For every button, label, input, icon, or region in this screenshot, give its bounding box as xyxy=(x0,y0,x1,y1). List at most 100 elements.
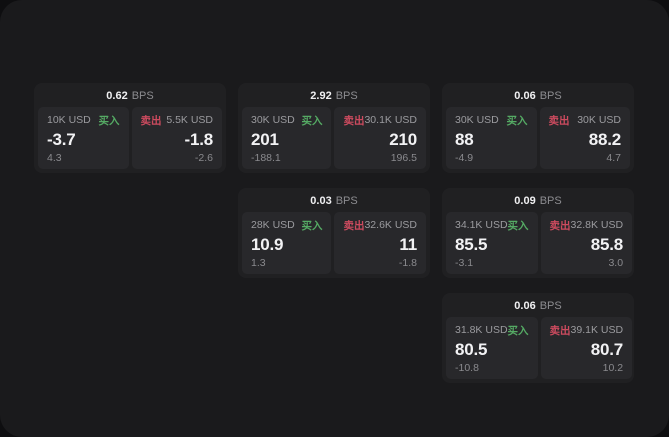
sell-panel[interactable]: 卖出 32.6K USD 11 -1.8 xyxy=(334,212,426,274)
spread-unit-label: BPS xyxy=(335,195,358,207)
spread-value: 2.92 xyxy=(310,90,332,102)
sell-change-value: 3.0 xyxy=(608,257,624,269)
quote-card: 0.09 BPS 34.1K USD 买入 85.5 -3.1 卖出 32.8K … xyxy=(442,188,634,278)
sell-price-value: -1.8 xyxy=(184,130,214,149)
spread-unit-label: BPS xyxy=(539,300,562,312)
quote-body: 30K USD 买入 201 -188.1 卖出 30.1K USD 210 1… xyxy=(242,107,426,169)
buy-panel[interactable]: 28K USD 买入 10.9 1.3 xyxy=(242,212,332,274)
buy-price-value: 10.9 xyxy=(251,235,284,254)
sell-side-label: 卖出 xyxy=(549,324,571,337)
buy-price-value: -3.7 xyxy=(47,130,76,149)
buy-panel[interactable]: 30K USD 买入 88 -4.9 xyxy=(446,107,537,169)
spread-header: 0.09 BPS xyxy=(446,193,630,209)
spread-value: 0.09 xyxy=(514,195,536,207)
sell-change-value: 196.5 xyxy=(390,152,417,164)
sell-side-label: 卖出 xyxy=(548,114,570,127)
sell-side-label: 卖出 xyxy=(549,219,571,232)
buy-side-label: 买入 xyxy=(507,219,529,232)
quote-card: 0.03 BPS 28K USD 买入 10.9 1.3 卖出 32.6K USD… xyxy=(238,188,430,278)
sell-top-row: 卖出 32.6K USD xyxy=(343,218,417,232)
sell-top-row: 卖出 5.5K USD xyxy=(141,113,214,127)
buy-panel[interactable]: 31.8K USD 买入 80.5 -10.8 xyxy=(446,317,538,379)
sell-change-value: 4.7 xyxy=(606,152,621,164)
sell-change-value: -1.8 xyxy=(398,257,417,269)
sell-price-value: 88.2 xyxy=(588,130,621,149)
buy-side-label: 买入 xyxy=(507,324,529,337)
spread-unit-label: BPS xyxy=(335,90,358,102)
quote-body: 31.8K USD 买入 80.5 -10.8 卖出 39.1K USD 80.… xyxy=(446,317,633,379)
buy-side-label: 买入 xyxy=(301,219,323,232)
buy-change-value: 4.3 xyxy=(47,152,62,164)
buy-side-label: 买入 xyxy=(506,114,528,127)
sell-side-label: 卖出 xyxy=(140,114,162,127)
spread-value: 0.06 xyxy=(514,90,536,102)
quote-body: 10K USD 买入 -3.7 4.3 卖出 5.5K USD -1.8 -2.… xyxy=(38,107,222,169)
sell-size-label: 30.1K USD xyxy=(364,114,417,126)
buy-top-row: 10K USD 买入 xyxy=(47,113,120,127)
quotes-grid: 0.62 BPS 10K USD 买入 -3.7 4.3 卖出 5.5K USD … xyxy=(34,83,634,383)
buy-change-value: -4.9 xyxy=(455,152,474,164)
sell-panel[interactable]: 卖出 30K USD 88.2 4.7 xyxy=(539,107,630,169)
quote-body: 30K USD 买入 88 -4.9 卖出 30K USD 88.2 4.7 xyxy=(446,107,630,169)
buy-size-label: 28K USD xyxy=(251,219,295,231)
sell-top-row: 卖出 30K USD xyxy=(549,113,622,127)
sell-price-value: 80.7 xyxy=(590,340,624,359)
quote-card: 0.06 BPS 31.8K USD 买入 80.5 -10.8 卖出 39.1K… xyxy=(442,293,634,383)
sell-size-label: 32.8K USD xyxy=(570,219,624,231)
sell-panel[interactable]: 卖出 32.8K USD 85.8 3.0 xyxy=(540,212,633,274)
sell-size-label: 30K USD xyxy=(577,114,621,126)
quote-card: 2.92 BPS 30K USD 买入 201 -188.1 卖出 30.1K U… xyxy=(238,83,430,173)
sell-size-label: 39.1K USD xyxy=(570,324,624,336)
sell-panel[interactable]: 卖出 30.1K USD 210 196.5 xyxy=(334,107,426,169)
quote-body: 34.1K USD 买入 85.5 -3.1 卖出 32.8K USD 85.8… xyxy=(446,212,633,274)
sell-size-label: 32.6K USD xyxy=(364,219,417,231)
buy-size-label: 30K USD xyxy=(251,114,295,126)
buy-panel[interactable]: 10K USD 买入 -3.7 4.3 xyxy=(38,107,129,169)
buy-price-value: 85.5 xyxy=(455,235,488,254)
buy-top-row: 31.8K USD 买入 xyxy=(455,323,529,337)
sell-panel[interactable]: 卖出 39.1K USD 80.7 10.2 xyxy=(540,317,633,379)
spread-unit-label: BPS xyxy=(539,90,562,102)
spread-value: 0.03 xyxy=(310,195,332,207)
sell-panel[interactable]: 卖出 5.5K USD -1.8 -2.6 xyxy=(131,107,222,169)
spread-header: 0.03 BPS xyxy=(242,193,426,209)
buy-change-value: 1.3 xyxy=(251,257,266,269)
spread-header: 0.62 BPS xyxy=(38,88,222,104)
buy-panel[interactable]: 34.1K USD 买入 85.5 -3.1 xyxy=(446,212,538,274)
buy-change-value: -3.1 xyxy=(455,257,474,269)
spread-value: 0.06 xyxy=(514,300,536,312)
sell-price-value: 11 xyxy=(399,235,417,254)
spread-unit-label: BPS xyxy=(131,90,154,102)
buy-side-label: 买入 xyxy=(98,114,120,127)
sell-side-label: 卖出 xyxy=(343,219,365,232)
buy-size-label: 34.1K USD xyxy=(455,219,508,231)
quote-body: 28K USD 买入 10.9 1.3 卖出 32.6K USD 11 -1.8 xyxy=(242,212,426,274)
buy-top-row: 34.1K USD 买入 xyxy=(455,218,529,232)
quote-card: 0.06 BPS 30K USD 买入 88 -4.9 卖出 30K USD 88… xyxy=(442,83,634,173)
buy-change-value: -10.8 xyxy=(455,362,479,374)
buy-size-label: 10K USD xyxy=(47,114,91,126)
sell-top-row: 卖出 32.8K USD xyxy=(550,218,624,232)
buy-top-row: 30K USD 买入 xyxy=(455,113,528,127)
spread-unit-label: BPS xyxy=(539,195,562,207)
spread-header: 0.06 BPS xyxy=(446,298,630,314)
buy-panel[interactable]: 30K USD 买入 201 -188.1 xyxy=(242,107,332,169)
quote-card: 0.62 BPS 10K USD 买入 -3.7 4.3 卖出 5.5K USD … xyxy=(34,83,226,173)
sell-size-label: 5.5K USD xyxy=(166,114,213,126)
sell-top-row: 卖出 39.1K USD xyxy=(550,323,624,337)
buy-change-value: -188.1 xyxy=(251,152,281,164)
sell-price-value: 85.8 xyxy=(590,235,624,254)
spread-header: 0.06 BPS xyxy=(446,88,630,104)
buy-side-label: 买入 xyxy=(301,114,323,127)
sell-top-row: 卖出 30.1K USD xyxy=(343,113,417,127)
buy-price-value: 80.5 xyxy=(455,340,488,359)
buy-size-label: 31.8K USD xyxy=(455,324,508,336)
sell-side-label: 卖出 xyxy=(343,114,365,127)
sell-change-value: 10.2 xyxy=(602,362,624,374)
buy-size-label: 30K USD xyxy=(455,114,499,126)
buy-top-row: 30K USD 买入 xyxy=(251,113,322,127)
sell-price-value: 210 xyxy=(389,130,417,149)
sell-change-value: -2.6 xyxy=(194,152,213,164)
spread-header: 2.92 BPS xyxy=(242,88,426,104)
